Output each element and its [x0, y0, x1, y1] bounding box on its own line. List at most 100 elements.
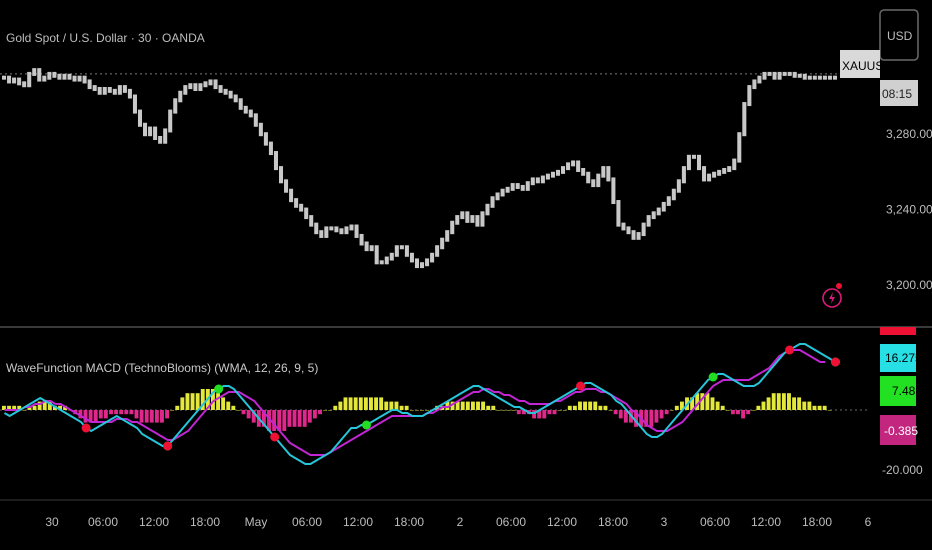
price-bar — [717, 169, 722, 176]
price-bar — [505, 186, 510, 193]
histogram-bar — [139, 410, 144, 423]
time-axis-label: 3 — [661, 515, 668, 529]
histogram-bar — [32, 405, 37, 410]
histogram-bar — [302, 410, 307, 427]
price-bar — [178, 90, 183, 103]
time-axis-label: 18:00 — [190, 515, 220, 529]
macd-value-text: 16.275 — [885, 351, 922, 365]
price-bar — [540, 175, 545, 184]
price-bar — [686, 154, 691, 171]
price-bar — [253, 113, 258, 127]
price-bar — [339, 228, 344, 235]
time-axis-label: 2 — [457, 515, 464, 529]
price-bar — [77, 75, 82, 82]
signal-dots — [81, 345, 840, 451]
histogram-bar — [343, 397, 348, 410]
price-bar — [107, 86, 112, 93]
sell-signal-dot — [81, 423, 91, 433]
price-bar — [414, 258, 419, 269]
price-bar — [258, 122, 263, 137]
price-bar — [324, 226, 329, 238]
price-bar — [822, 75, 827, 80]
histogram-bar — [190, 393, 195, 410]
histogram-bar — [552, 410, 557, 415]
price-bar — [460, 211, 465, 220]
time-axis[interactable]: 30 06:00 12:00 18:00 May 06:00 12:00 18:00 2 06:0… — [45, 515, 871, 529]
price-bar — [173, 98, 178, 114]
price-bar — [767, 71, 772, 76]
price-bar — [571, 160, 576, 167]
price-bar — [369, 245, 374, 252]
histogram-bar — [761, 401, 766, 410]
indicator-axis[interactable]: 16.275 7.483 -0.385 -20.000 — [880, 327, 923, 477]
price-bar — [349, 224, 354, 231]
price-bar — [545, 173, 550, 180]
histogram-bar — [404, 405, 409, 410]
price-bar — [661, 201, 666, 212]
price-bar — [409, 252, 414, 263]
price-bar — [535, 177, 540, 184]
price-bar — [430, 252, 435, 263]
price-bar — [782, 71, 787, 76]
currency-button[interactable]: USD — [879, 9, 919, 61]
histogram-bar — [58, 405, 62, 410]
histogram-bar — [445, 401, 450, 410]
sell-signal-dot — [576, 381, 586, 391]
price-bar — [67, 73, 72, 80]
price-bar — [651, 211, 656, 220]
price-pane[interactable] — [0, 68, 870, 269]
histogram-bar — [766, 397, 771, 410]
price-bar — [289, 188, 294, 203]
histogram-bar — [715, 401, 720, 410]
time-axis-label: 12:00 — [751, 515, 781, 529]
histogram-bar — [598, 405, 603, 410]
histogram-bar — [83, 410, 88, 423]
histogram-bar — [88, 410, 93, 423]
histogram-bar — [679, 401, 684, 410]
ticker-badge: XAUUSD — [840, 50, 892, 78]
histogram-bar — [623, 410, 628, 423]
histogram-bar — [674, 405, 679, 410]
price-bar — [485, 203, 490, 216]
histogram-bar — [261, 410, 266, 427]
histogram-bar — [654, 410, 659, 423]
lightning-icon[interactable] — [822, 283, 842, 308]
histogram-bar — [634, 410, 638, 427]
price-bar — [671, 188, 676, 201]
histogram-bar — [363, 397, 368, 410]
histogram-bar — [323, 410, 328, 411]
histogram-bar — [476, 401, 480, 410]
price-bar — [278, 166, 284, 184]
price-bar — [440, 237, 445, 250]
price-bar — [581, 168, 586, 176]
histogram-bar — [103, 410, 108, 419]
price-bar — [646, 215, 651, 227]
signal-value-badge — [880, 376, 916, 406]
histogram-bar — [52, 405, 57, 410]
histogram-bar — [149, 410, 154, 423]
price-bar — [208, 79, 213, 86]
price-tick-label: 3,200.000 — [886, 278, 932, 292]
hist-value-text: -0.385 — [884, 424, 918, 438]
price-bar — [112, 88, 117, 95]
price-bar — [334, 226, 339, 233]
price-bar — [797, 73, 802, 78]
histogram-bar — [251, 410, 256, 423]
histogram-bar — [603, 405, 608, 410]
time-axis-label: 06:00 — [88, 515, 118, 529]
histogram-bar — [154, 410, 159, 423]
price-bar — [832, 75, 837, 80]
hist-value-badge — [880, 415, 916, 445]
price-bar — [631, 230, 636, 240]
price-bar — [399, 245, 404, 250]
price-bar — [188, 83, 193, 90]
histogram-bar — [114, 410, 119, 415]
price-bar — [132, 94, 137, 114]
time-axis-label: 06:00 — [700, 515, 730, 529]
price-bar — [203, 81, 208, 88]
price-axis[interactable]: 3,280.000 3,240.000 3,200.000 — [886, 127, 932, 292]
histogram-bar — [98, 410, 103, 419]
indicator-pane[interactable] — [0, 343, 870, 465]
price-bar — [561, 166, 566, 174]
